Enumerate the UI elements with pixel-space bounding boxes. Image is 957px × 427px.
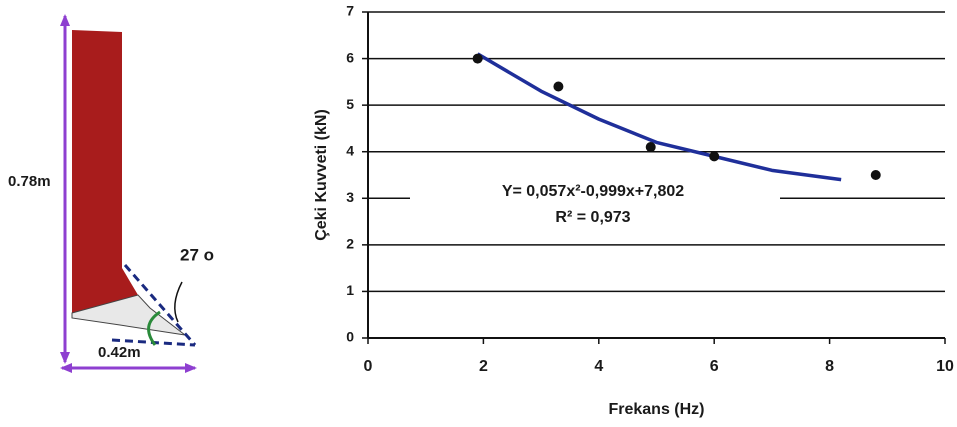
x-tick-label: 4 — [594, 358, 603, 375]
data-point — [553, 81, 564, 92]
y-tick-label: 2 — [346, 236, 354, 252]
x-tick-label: 6 — [710, 358, 719, 375]
plot: 0 1 2 3 4 5 6 7 0 2 4 6 8 10 Frekans (Hz) Çeki Kuvveti … — [313, 3, 954, 419]
arrow-head — [185, 363, 197, 373]
x-tick-label: 10 — [936, 358, 954, 375]
x-tick-label: 2 — [479, 358, 488, 375]
arrow-head — [60, 352, 70, 364]
arrow-head — [60, 363, 72, 373]
shank — [72, 30, 138, 313]
y-tick-label: 6 — [346, 49, 354, 65]
y-tick-label: 4 — [346, 142, 354, 158]
equation-box — [410, 176, 780, 234]
data-point — [870, 170, 881, 180]
data-point — [645, 142, 656, 153]
y-tick-label: 1 — [346, 282, 354, 298]
pointer — [174, 281, 183, 323]
equation: Y= 0,057x²-0,999x+7,802 — [502, 183, 684, 200]
data-point — [472, 53, 483, 64]
arrow-head — [60, 14, 70, 26]
r-squared: R² = 0,973 — [555, 209, 630, 226]
x-tick-label: 0 — [364, 358, 373, 375]
dashed-line — [123, 264, 197, 346]
height-label: 0.78m — [8, 173, 51, 190]
angle-label: 27 o — [180, 245, 214, 264]
y-tick-label: 7 — [346, 3, 354, 19]
data-point — [709, 151, 720, 162]
angle-arc — [147, 310, 161, 346]
x-tick-label: 8 — [825, 358, 834, 375]
y-tick-label: 3 — [346, 189, 354, 205]
width-label: 0.42m — [98, 344, 141, 361]
tool-diagram: 0.78m 0.42m 27 o — [8, 14, 214, 373]
y-axis-label: Çeki Kuvveti (kN) — [313, 109, 330, 241]
y-tick-label: 5 — [346, 96, 354, 112]
trendline — [476, 52, 842, 182]
x-axis-label: Frekans (Hz) — [608, 401, 704, 418]
y-tick-label: 0 — [346, 329, 354, 345]
